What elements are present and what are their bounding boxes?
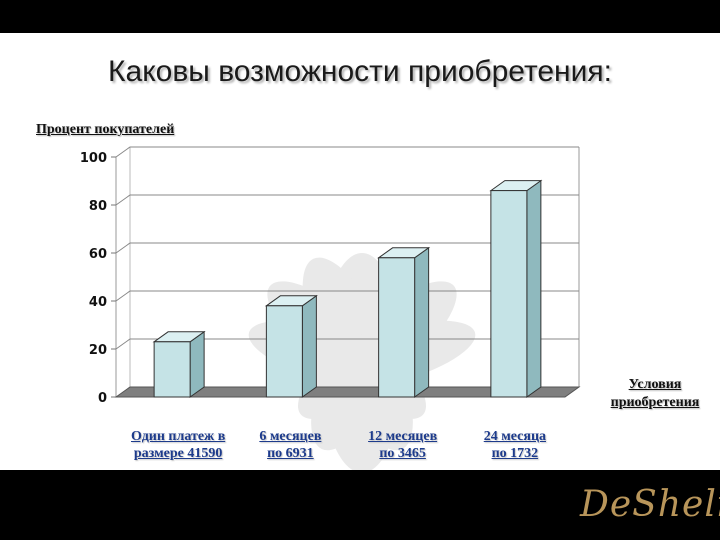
y-axis-label: Процент покупателей xyxy=(32,120,189,140)
bar xyxy=(490,190,528,398)
bar xyxy=(153,341,191,398)
bar-side xyxy=(414,246,430,398)
slide-title: Каковы возможности приобретения: xyxy=(108,55,612,88)
y-tick-label: 0 xyxy=(98,391,107,406)
x-tick-label-line: по 6931 xyxy=(267,446,314,461)
x-tick-label-line: по 3465 xyxy=(379,446,426,461)
top-black-bar xyxy=(0,0,720,33)
x-tick-label-line: размере 41590 xyxy=(133,446,223,461)
bottom-black-bar xyxy=(0,470,720,540)
x-tick-label: 12 месяцев по 3465 xyxy=(333,428,473,462)
x-tick-label-line: Один платеж в xyxy=(130,429,226,444)
y-tick-label: 80 xyxy=(89,199,107,214)
x-tick-label: Один платеж в размере 41590 xyxy=(108,428,248,462)
x-tick-label-line: 24 месяца xyxy=(483,429,547,444)
x-tick-label-line: 6 месяцев xyxy=(259,429,322,444)
x-tick-label-line: 12 месяцев xyxy=(368,429,438,444)
y-tick-label: 60 xyxy=(89,247,107,262)
bar xyxy=(378,257,416,398)
x-axis-label: Условия приобретения xyxy=(610,377,700,410)
bar-side xyxy=(526,179,542,398)
gridline xyxy=(115,194,579,206)
bar-chart: 0 20 40 60 80 100 xyxy=(80,146,581,406)
gridline xyxy=(115,338,579,350)
gridline xyxy=(115,146,579,158)
gridline xyxy=(115,290,579,302)
x-tick-label: 24 месяца по 1732 xyxy=(445,428,585,462)
y-tick-label: 20 xyxy=(89,343,107,358)
bar-side xyxy=(301,294,317,398)
y-tick-label: 100 xyxy=(80,151,107,166)
bar xyxy=(265,305,303,398)
bar-side xyxy=(189,330,205,398)
x-tick-label-line: по 1732 xyxy=(491,446,539,461)
y-tick-label: 40 xyxy=(89,295,107,310)
gridline xyxy=(115,242,579,254)
desheli-logo: DeSheli xyxy=(580,484,720,525)
x-tick-label: 6 месяцев по 6931 xyxy=(220,428,360,462)
